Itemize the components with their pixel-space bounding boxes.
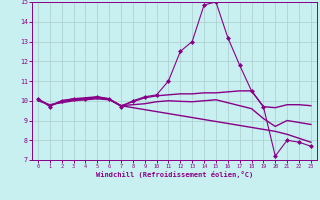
X-axis label: Windchill (Refroidissement éolien,°C): Windchill (Refroidissement éolien,°C): [96, 171, 253, 178]
